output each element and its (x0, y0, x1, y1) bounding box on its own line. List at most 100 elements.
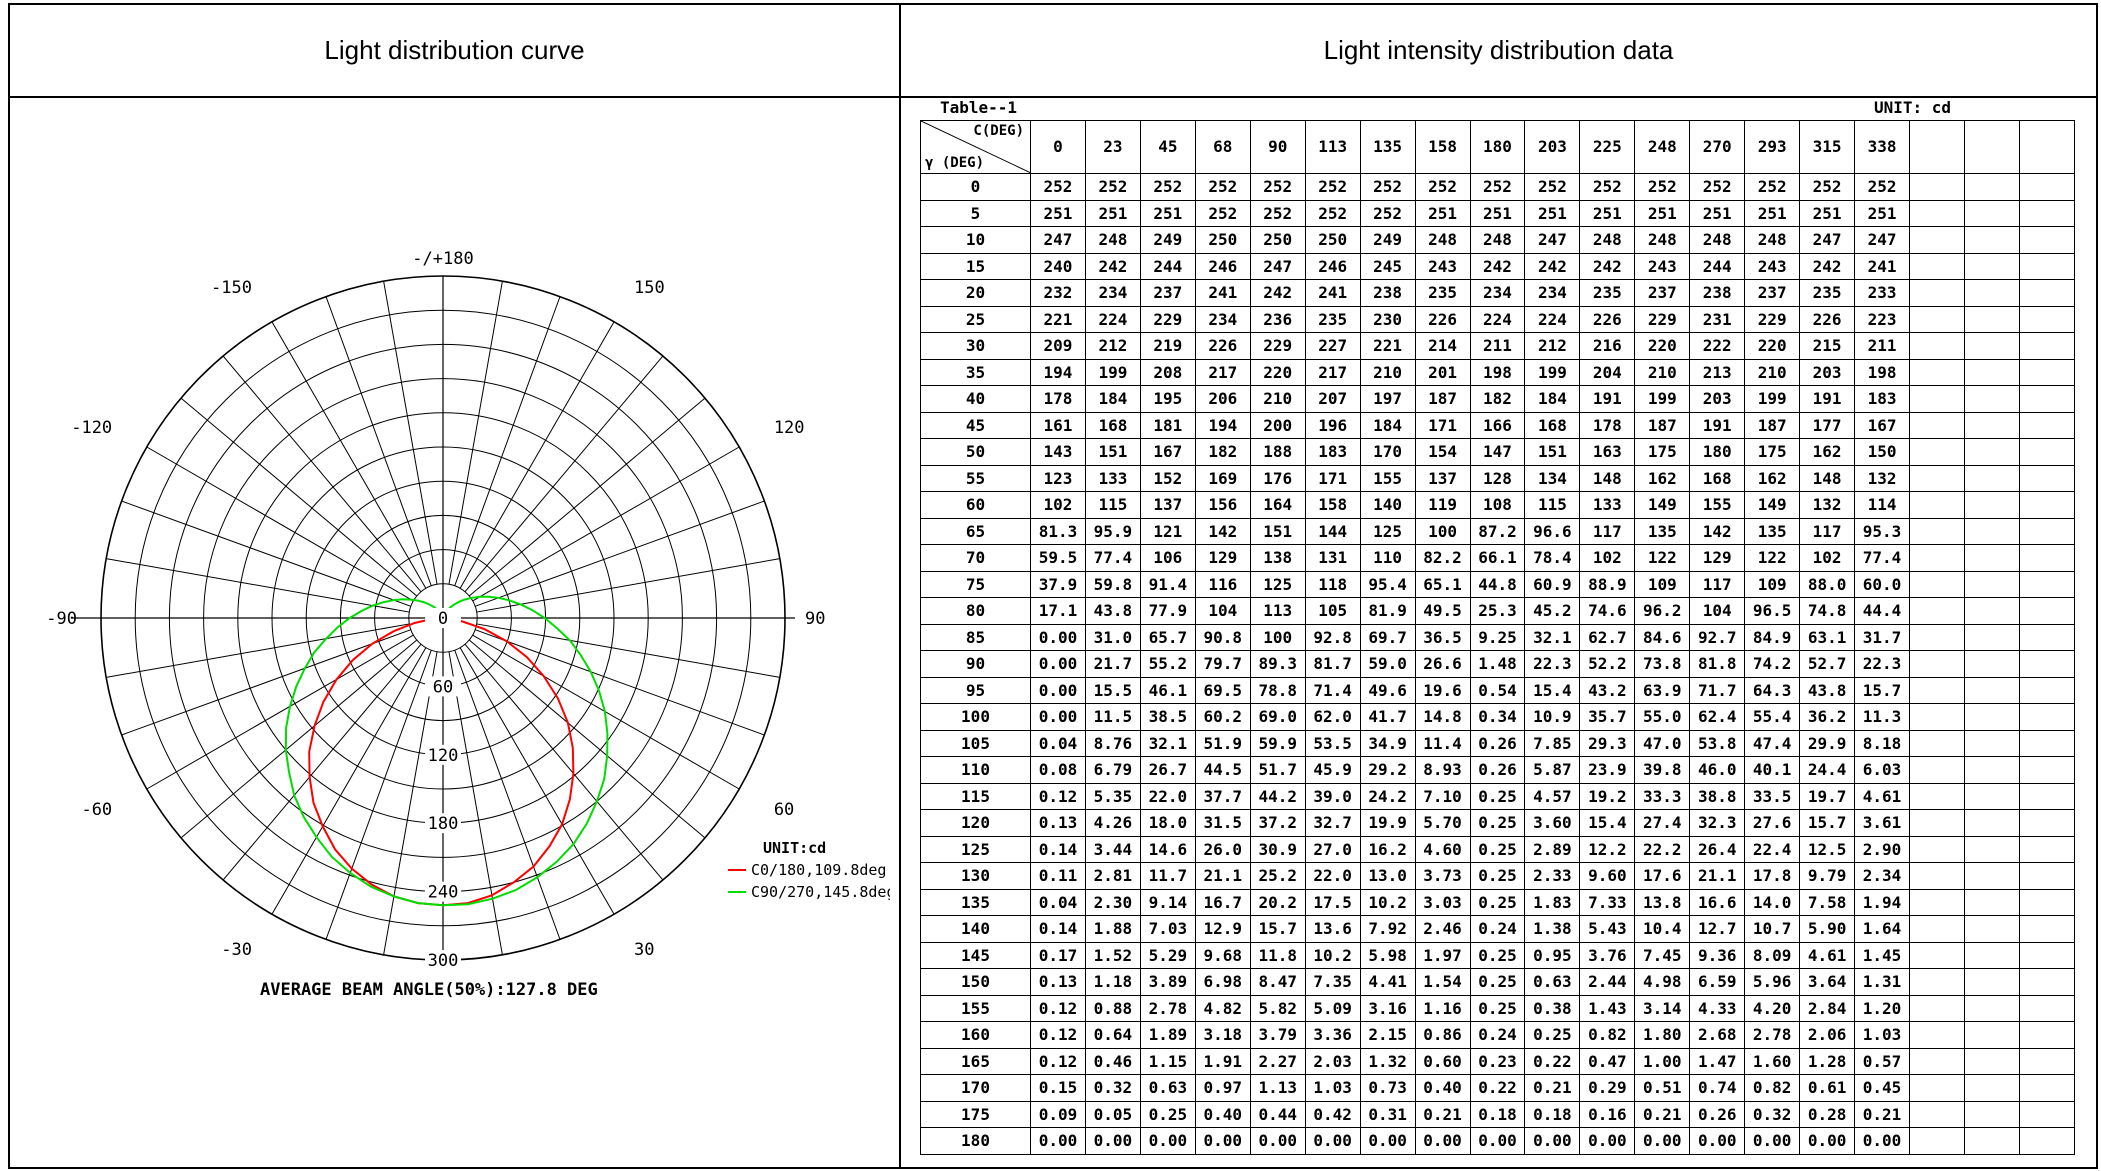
intensity-cell: 47.4 (1744, 729, 1801, 757)
polar-spoke (146, 446, 414, 602)
intensity-cell: 23.9 (1579, 756, 1636, 784)
intensity-cell: 25.3 (1469, 597, 1526, 625)
table-row: 120 0.13 4.26 18.0 31.5 37.2 32.7 19.9 5.70 0.25 3… (920, 809, 2075, 837)
intensity-cell: 0.21 (1854, 1100, 1910, 1128)
intensity-cell: 235 (1799, 279, 1856, 307)
polar-spoke (121, 629, 412, 736)
intensity-cell: 4.26 (1084, 809, 1141, 837)
intensity-cell: 135 (1634, 517, 1691, 545)
intensity-cell: 60.0 (1854, 570, 1910, 598)
intensity-cell: 0.08 (1030, 756, 1086, 784)
intensity-cell: 21.7 (1084, 650, 1141, 678)
intensity-cell: 88.0 (1799, 570, 1856, 598)
intensity-cell: 51.9 (1194, 729, 1251, 757)
intensity-cell: 252 (1249, 173, 1306, 201)
intensity-cell: 44.2 (1249, 782, 1306, 810)
gamma-cell: 120 (920, 809, 1031, 837)
intensity-cell: 87.2 (1469, 517, 1526, 545)
polar-spoke (383, 651, 438, 955)
intensity-cell (1909, 544, 1965, 572)
intensity-cell (1909, 650, 1965, 678)
intensity-cell: 129 (1689, 544, 1746, 572)
intensity-cell: 55.0 (1634, 703, 1691, 731)
intensity-cell (1963, 199, 2020, 227)
intensity-cell: 246 (1194, 252, 1251, 280)
intensity-cell: 114 (1854, 491, 1910, 519)
intensity-cell: 102 (1799, 544, 1856, 572)
gamma-cell: 0 (920, 173, 1031, 201)
column-header: 0 (1030, 120, 1086, 174)
intensity-cell: 62.0 (1304, 703, 1361, 731)
polar-ring-label: 60 (433, 677, 453, 697)
intensity-cell: 191 (1579, 385, 1636, 413)
intensity-cell: 0.95 (1524, 941, 1581, 969)
intensity-cell (1909, 623, 1965, 651)
intensity-cell: 10.2 (1304, 941, 1361, 969)
polar-ring-label-bg (425, 881, 461, 902)
intensity-cell: 115 (1084, 491, 1141, 519)
intensity-cell: 220 (1744, 332, 1801, 360)
polar-spoke (464, 355, 664, 593)
intensity-cell: 229 (1139, 305, 1196, 333)
intensity-cell: 11.5 (1084, 703, 1141, 731)
intensity-table: C(DEG) γ (DEG) 0 23 45 68 90 113 135 158 180 203 225… (920, 120, 2075, 1155)
intensity-cell: 3.61 (1854, 809, 1910, 837)
intensity-cell: 77.4 (1854, 544, 1910, 572)
intensity-cell: 183 (1304, 438, 1361, 466)
intensity-cell: 252 (1854, 173, 1910, 201)
intensity-cell: 135 (1744, 517, 1801, 545)
intensity-cell (2018, 173, 2075, 201)
intensity-cell: 14.6 (1139, 835, 1196, 863)
gamma-cell: 145 (920, 941, 1031, 969)
intensity-cell: 45.2 (1524, 597, 1581, 625)
intensity-cell (1963, 491, 2020, 519)
intensity-cell: 237 (1139, 279, 1196, 307)
column-header: 135 (1359, 120, 1416, 174)
intensity-cell: 5.87 (1524, 756, 1581, 784)
intensity-cell: 236 (1249, 305, 1306, 333)
intensity-cell (1909, 252, 1965, 280)
intensity-cell: 252 (1579, 173, 1636, 201)
intensity-cell (2018, 1021, 2075, 1049)
gamma-cell: 150 (920, 968, 1031, 996)
gamma-cell: 40 (920, 385, 1031, 413)
intensity-cell: 0.00 (1634, 1127, 1691, 1155)
intensity-cell: 0.00 (1414, 1127, 1471, 1155)
intensity-cell: 0.26 (1469, 756, 1526, 784)
intensity-cell: 89.3 (1249, 650, 1306, 678)
intensity-cell: 252 (1799, 173, 1856, 201)
intensity-cell: 7.10 (1414, 782, 1471, 810)
intensity-cell: 44.4 (1854, 597, 1910, 625)
intensity-cell: 10.9 (1524, 703, 1581, 731)
intensity-cell: 2.34 (1854, 862, 1910, 890)
intensity-cell: 2.46 (1414, 915, 1471, 943)
gamma-cell: 85 (920, 623, 1031, 651)
intensity-cell (1909, 491, 1965, 519)
intensity-cell: 16.7 (1194, 888, 1251, 916)
intensity-cell: 40.1 (1744, 756, 1801, 784)
intensity-cell (1963, 305, 2020, 333)
polar-spoke (474, 500, 765, 607)
table-row: 90 0.00 21.7 55.2 79.7 89.3 81.7 59.0 26.6 1.48 22… (920, 650, 2075, 678)
intensity-cell (2018, 676, 2075, 704)
intensity-cell: 226 (1414, 305, 1471, 333)
intensity-cell: 243 (1634, 252, 1691, 280)
gamma-cell: 125 (920, 835, 1031, 863)
intensity-cell: 149 (1744, 491, 1801, 519)
intensity-cell: 197 (1359, 385, 1416, 413)
intensity-cell: 0.63 (1139, 1074, 1196, 1102)
intensity-cell: 22.3 (1524, 650, 1581, 678)
intensity-cell: 207 (1304, 385, 1361, 413)
intensity-cell: 0.00 (1249, 1127, 1306, 1155)
intensity-cell: 1.52 (1084, 941, 1141, 969)
intensity-cell (1963, 623, 2020, 651)
gamma-cell: 80 (920, 597, 1031, 625)
intensity-cell: 0.05 (1084, 1100, 1141, 1128)
intensity-cell: 2.30 (1084, 888, 1141, 916)
intensity-cell: 2.33 (1524, 862, 1581, 890)
intensity-cell: 5.09 (1304, 994, 1361, 1022)
intensity-cell: 0.00 (1139, 1127, 1196, 1155)
intensity-cell: 224 (1469, 305, 1526, 333)
intensity-cell: 199 (1634, 385, 1691, 413)
intensity-cell: 0.00 (1030, 703, 1086, 731)
